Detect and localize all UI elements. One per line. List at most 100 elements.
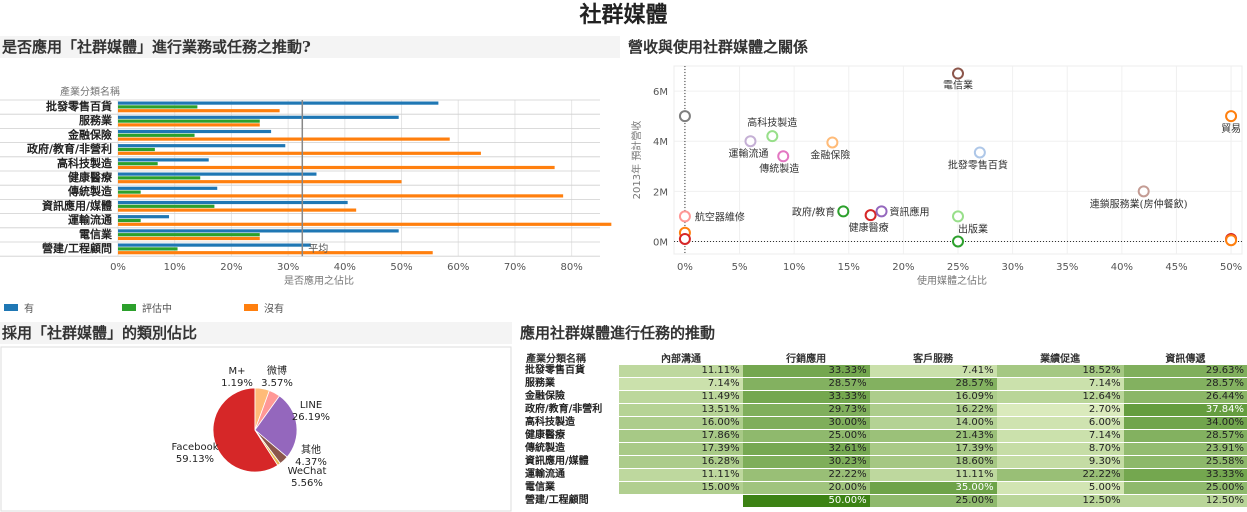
scatter-x-tick: 25%	[947, 262, 969, 273]
heatmap-cell: 35.00%	[869, 481, 997, 495]
heatmap-cell: 21.43%	[869, 429, 997, 443]
heatmap-row: 健康醫療 17.86% 25.00% 21.43% 7.14% 28.57%	[522, 429, 1247, 443]
heatmap-cell: 28.57%	[869, 377, 997, 391]
bar-沒有	[118, 165, 555, 170]
heatmap-cell: 33.33%	[742, 390, 870, 404]
heatmap-cell: 26.44%	[1123, 390, 1247, 404]
heatmap-row: 運輸流通 11.11% 22.22% 11.11% 22.22% 33.33%	[522, 468, 1247, 482]
pie-slice	[254, 429, 281, 466]
pie-slice-value: 4.37%	[295, 457, 327, 468]
scatter-point	[973, 146, 986, 159]
scatter-x-tick: 15%	[838, 262, 860, 273]
scatter-x-tick: 10%	[783, 262, 805, 273]
scatter-point-label: 連鎖服務業(房仲餐飲)	[1090, 197, 1188, 210]
bar-評估中	[118, 218, 141, 223]
heatmap-cell: 25.58%	[1123, 455, 1247, 469]
heatmap-row: 政府/教育/非營利 13.51% 29.73% 16.22% 2.70% 37.84%	[522, 403, 1247, 417]
heatmap-cell: 29.63%	[1123, 365, 1247, 378]
dashboard-title: 社群媒體	[579, 2, 668, 28]
bar-評估中	[118, 190, 141, 194]
heatmap-row: 資訊應用/媒體 16.28% 30.23% 18.60% 9.30% 25.58%	[522, 455, 1247, 469]
heatmap-cell: 28.57%	[742, 377, 870, 391]
heatmap-cell: 17.39%	[869, 442, 997, 456]
bar-沒有	[118, 137, 450, 141]
heatmap-row-label: 服務業	[525, 378, 555, 389]
bar-x-tick: 10%	[164, 262, 186, 273]
scatter-point	[1225, 110, 1238, 123]
heatmap-cell: 7.14%	[996, 377, 1124, 391]
bar-沒有	[118, 123, 260, 127]
scatter-point	[1225, 234, 1238, 247]
scatter-point-label: 金融保險	[810, 148, 850, 161]
bar-x-tick: 70%	[504, 262, 526, 273]
scatter-x-tick: 35%	[1056, 262, 1078, 273]
bar-有	[118, 243, 311, 247]
bar-評估中	[118, 176, 201, 180]
scatter-x-tick: 5%	[732, 262, 748, 273]
heatmap-row-label: 資訊應用/媒體	[525, 456, 589, 467]
bar-有	[118, 186, 218, 190]
heatmap-cell: 11.11%	[619, 365, 743, 378]
bar-有	[118, 172, 317, 176]
scatter-point-label: 健康醫療	[849, 221, 889, 234]
scatter-point	[952, 235, 964, 248]
heatmap-cell: 14.00%	[869, 416, 997, 430]
heatmap-row-label: 健康醫療	[525, 430, 565, 441]
scatter-point	[952, 67, 964, 80]
heatmap-cell: 16.28%	[619, 455, 743, 469]
bar-評估中	[118, 105, 198, 109]
heatmap-cell: 28.57%	[1123, 429, 1247, 443]
heatmap-cell: 30.00%	[742, 416, 870, 430]
scatter-point	[777, 150, 790, 163]
bar-category-label: 健康醫療	[68, 170, 113, 184]
scatter-x-tick: 40%	[1111, 262, 1133, 273]
heatmap-row: 服務業 7.14% 28.57% 28.57% 7.14% 28.57%	[522, 377, 1247, 391]
bar-評估中	[118, 233, 260, 237]
scatter-x-tick: 20%	[892, 262, 914, 273]
scatter-point	[875, 205, 888, 218]
scatter-x-axis-label: 使用媒體之佔比	[917, 274, 987, 287]
bar-沒有	[118, 151, 481, 155]
bar-category-label: 批發零售百貨	[46, 99, 112, 113]
scatter-point-label: 貿易	[1221, 123, 1241, 135]
bar-row-header: 產業分類名稱	[60, 85, 120, 98]
heatmap-cell: 25.00%	[869, 494, 997, 508]
heatmap-cell: 2.70%	[996, 403, 1124, 417]
heatmap-cell: 29.73%	[742, 403, 870, 417]
heatmap-cell: 16.22%	[869, 403, 997, 417]
bar-category-label: 運輸流通	[68, 213, 112, 227]
heatmap-cell: 13.51%	[619, 403, 743, 417]
pie-slice	[212, 387, 279, 473]
scatter-point-label: 出版業	[958, 222, 988, 235]
bar-x-tick: 30%	[277, 262, 299, 273]
pie-slice-value: 59.13%	[176, 454, 214, 465]
heatmap-cell: 32.61%	[742, 442, 870, 456]
heatmap-cell: 25.00%	[1123, 481, 1247, 495]
bar-category-label: 資訊應用/媒體	[42, 198, 112, 212]
scatter-point-label: 批發零售百貨	[948, 158, 1008, 171]
bar-category-label: 金融保險	[67, 127, 112, 141]
heatmap-cell: 5.00%	[996, 481, 1124, 495]
pie-slice-name: M+	[228, 366, 245, 377]
bar-x-tick: 40%	[334, 262, 356, 273]
pie-slice-name: WeChat	[288, 466, 327, 477]
bar-評估中	[118, 247, 178, 251]
scatter-point	[1137, 185, 1150, 198]
heatmap-cell: 30.23%	[742, 455, 870, 469]
heatmap-cell: 11.11%	[619, 468, 743, 482]
heatmap-row: 批發零售百貨 11.11% 33.33% 7.41% 18.52% 29.63%	[522, 365, 1247, 378]
heatmap-cell: 7.41%	[869, 365, 997, 378]
bar-category-label: 營建/工程顧問	[42, 241, 112, 255]
scatter-y-tick: 4M	[653, 137, 668, 148]
heatmap-row-label: 營建/工程顧問	[525, 495, 589, 506]
heatmap-row-label: 高科技製造	[525, 417, 575, 428]
heatmap-column-header: 資訊傳遞	[1165, 353, 1206, 365]
bar-沒有	[118, 236, 260, 241]
bar-沒有	[118, 194, 564, 198]
pie-slice	[254, 395, 298, 458]
heatmap-cell: 12.64%	[996, 390, 1124, 404]
bar-沒有	[118, 208, 357, 212]
heatmap-row: 傳統製造 17.39% 32.61% 17.39% 8.70% 23.91%	[522, 442, 1247, 456]
bar-有	[118, 229, 399, 233]
